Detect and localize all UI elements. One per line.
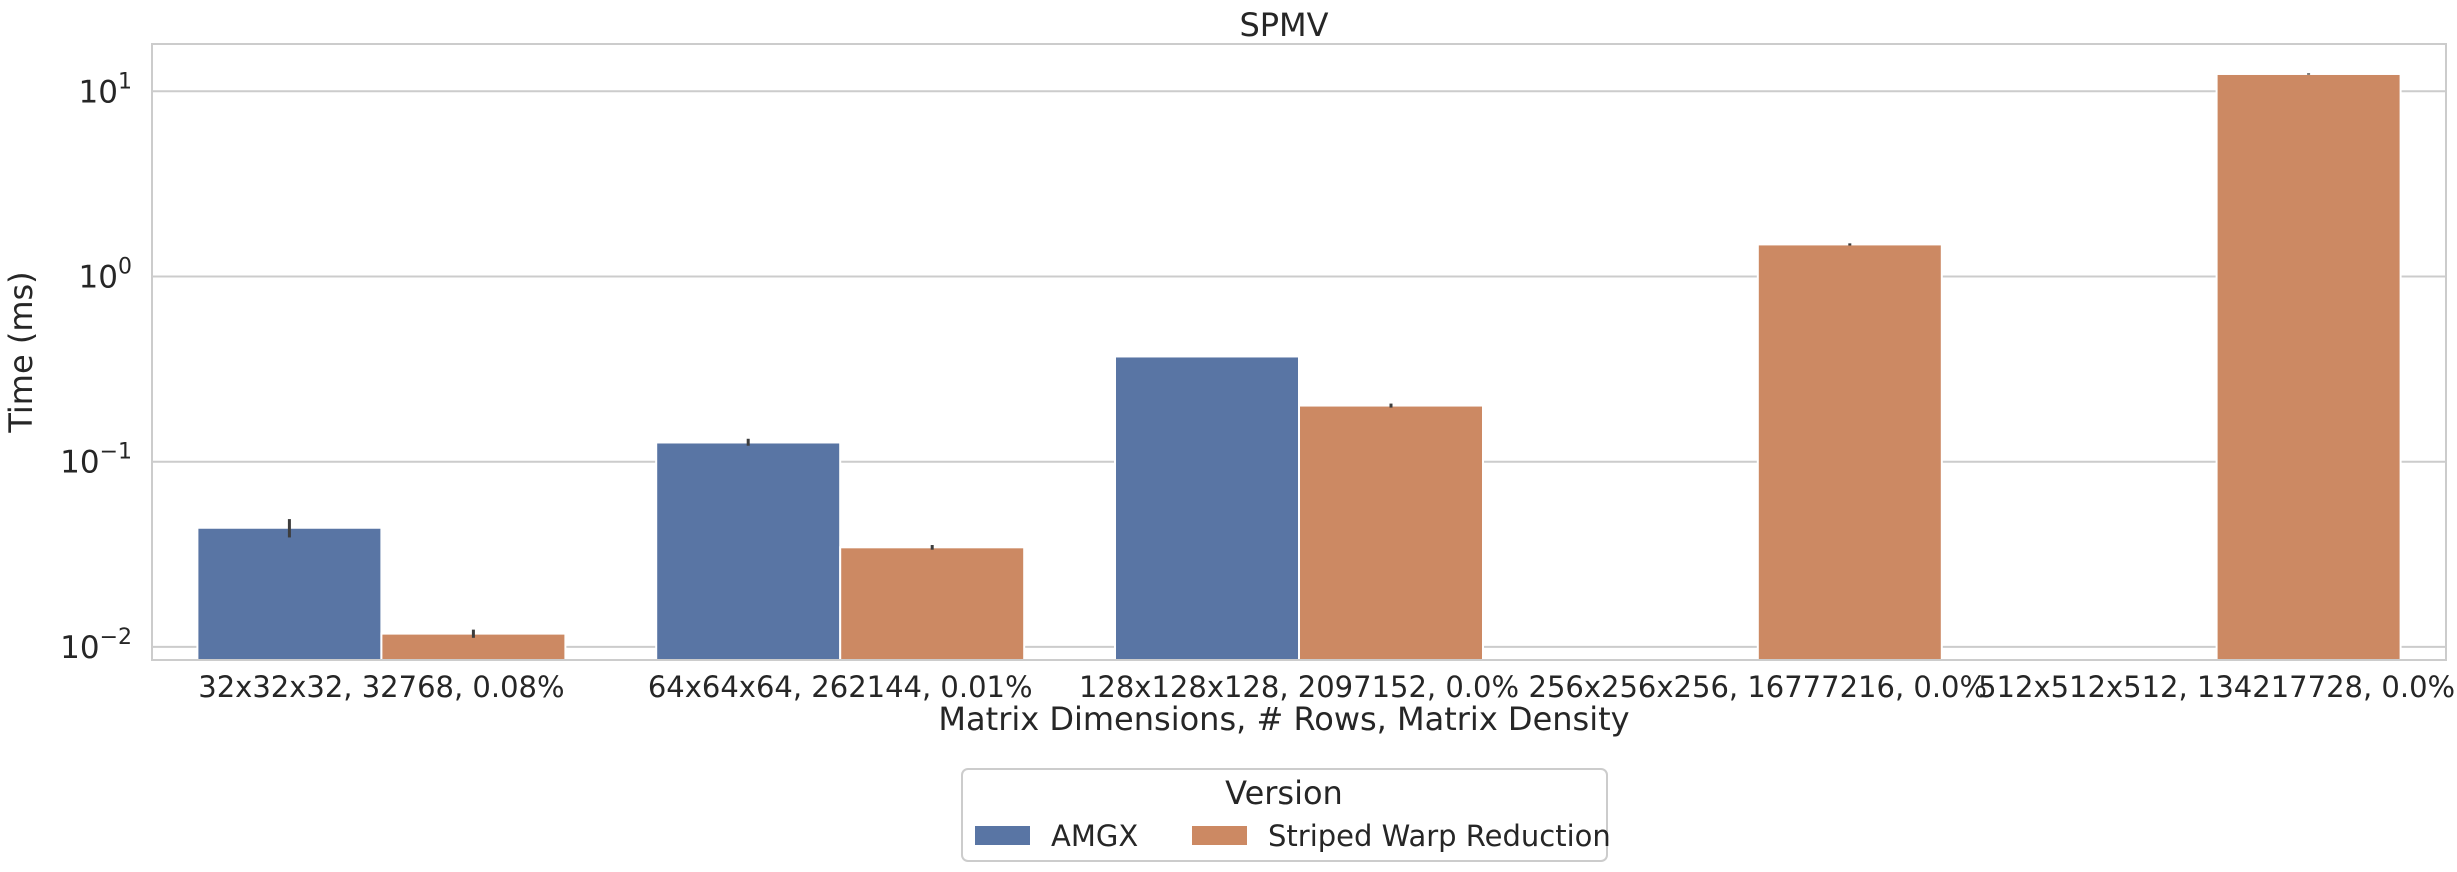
y-tick-label: 10−2 bbox=[60, 625, 132, 666]
x-tick-label: 32x32x32, 32768, 0.08% bbox=[198, 670, 564, 704]
x-tick-label: 64x64x64, 262144, 0.01% bbox=[648, 670, 1033, 704]
bar-amgx-1 bbox=[196, 526, 383, 662]
legend-label-striped-warp-reduction: Striped Warp Reduction bbox=[1268, 819, 1611, 853]
bars bbox=[196, 72, 2402, 662]
legend-swatch-amgx bbox=[975, 826, 1030, 845]
y-tick-label: 10−1 bbox=[60, 440, 132, 481]
y-tick-label: 101 bbox=[79, 69, 132, 110]
error-bars bbox=[287, 73, 2311, 638]
y-tick-label: 100 bbox=[79, 254, 132, 295]
x-tick-labels: 32x32x32, 32768, 0.08% 64x64x64, 262144, … bbox=[198, 670, 2455, 704]
bar-striped-warp-reduction-3 bbox=[1298, 404, 1484, 661]
legend: Version AMGX Striped Warp Reduction bbox=[961, 768, 1611, 862]
y-tick-labels: 10−2 10−1 100 101 bbox=[60, 69, 132, 666]
legend-title: Version bbox=[1225, 774, 1343, 812]
plot-frame bbox=[151, 43, 2447, 661]
legend-frame bbox=[961, 768, 1608, 862]
x-axis-label: Matrix Dimensions, # Rows, Matrix Densit… bbox=[938, 700, 1629, 738]
bar-amgx-3 bbox=[1114, 355, 1300, 661]
bar-striped-warp-reduction-5 bbox=[2215, 72, 2402, 661]
x-tick-label: 512x512x512, 134217728, 0.0% bbox=[1978, 670, 2455, 704]
x-tick-label: 128x128x128, 2097152, 0.0% bbox=[1079, 670, 1519, 704]
bar-amgx-2 bbox=[655, 441, 842, 661]
y-axis-label: Time (ms) bbox=[2, 271, 40, 433]
x-tick-label: 256x256x256, 16777216, 0.0% bbox=[1529, 670, 1988, 704]
chart-title: SPMV bbox=[1239, 6, 1328, 44]
bar-striped-warp-reduction-4 bbox=[1756, 243, 1943, 662]
legend-label-amgx: AMGX bbox=[1051, 819, 1138, 853]
legend-swatch-striped-warp-reduction bbox=[1192, 826, 1247, 845]
bar-striped-warp-reduction-2 bbox=[839, 546, 1026, 662]
